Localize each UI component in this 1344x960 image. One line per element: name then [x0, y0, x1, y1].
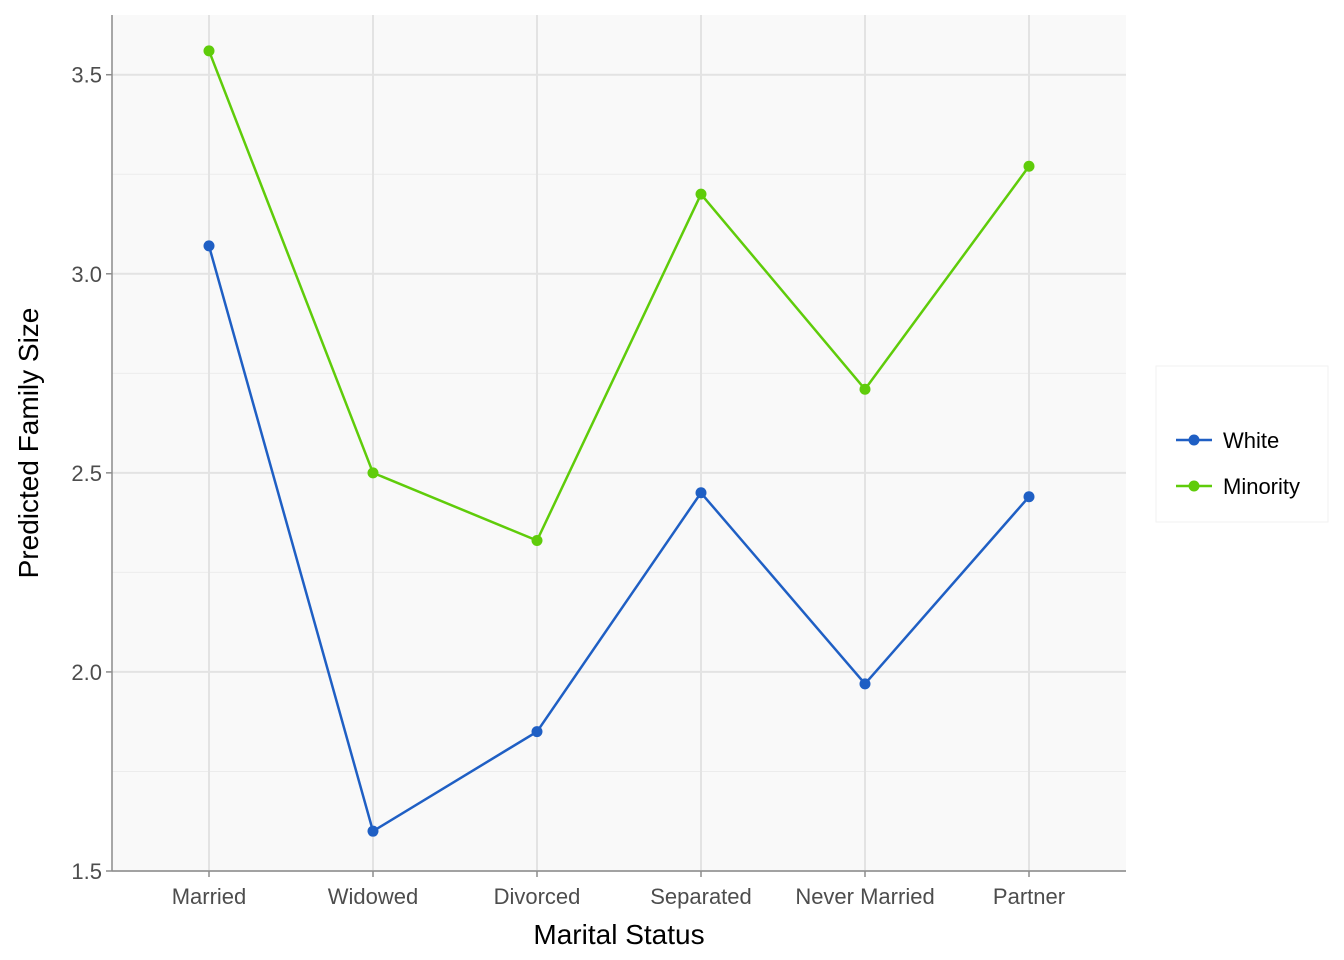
data-point-minority — [531, 535, 543, 547]
legend-key-point — [1188, 480, 1200, 492]
legend: White Minority — [1155, 365, 1329, 523]
legend-box — [1155, 365, 1329, 523]
y-tick-label: 2.5 — [71, 461, 102, 486]
legend-key-point — [1188, 434, 1200, 446]
legend-label: Minority — [1223, 474, 1300, 499]
data-point-white — [367, 825, 379, 837]
y-axis-title: Predicted Family Size — [13, 308, 44, 579]
x-tick-label: Separated — [650, 884, 752, 909]
y-tick-label: 3.0 — [71, 262, 102, 287]
series-line-minority — [207, 50, 1031, 543]
x-axis-title: Marital Status — [533, 919, 704, 950]
y-tick-label: 1.5 — [71, 859, 102, 884]
minor-gridlines — [112, 173, 1126, 772]
data-point-minority — [367, 467, 379, 479]
data-point-white — [531, 726, 543, 738]
data-point-minority — [203, 45, 215, 57]
legend-label: White — [1223, 428, 1279, 453]
data-point-white — [859, 678, 871, 690]
data-point-minority — [1023, 160, 1035, 172]
plot-panel — [112, 15, 1126, 871]
x-tick-label: Married — [172, 884, 247, 909]
series-line-white — [207, 245, 1030, 834]
series-layer — [203, 45, 1035, 837]
data-point-minority — [859, 383, 871, 395]
data-point-white — [203, 240, 215, 252]
data-point-white — [1023, 491, 1035, 503]
y-axis-ticks: 1.5 2.0 2.5 3.0 3.5 — [71, 63, 112, 884]
x-tick-label: Never Married — [795, 884, 934, 909]
x-tick-label: Widowed — [328, 884, 418, 909]
y-tick-label: 2.0 — [71, 660, 102, 685]
data-point-minority — [695, 188, 707, 200]
x-axis-ticks: Married Widowed Divorced Separated Never Mar… — [172, 871, 1065, 909]
y-tick-label: 3.5 — [71, 63, 102, 88]
major-gridlines — [112, 15, 1126, 872]
data-point-white — [695, 487, 707, 499]
x-tick-label: Partner — [993, 884, 1065, 909]
x-tick-label: Divorced — [494, 884, 581, 909]
